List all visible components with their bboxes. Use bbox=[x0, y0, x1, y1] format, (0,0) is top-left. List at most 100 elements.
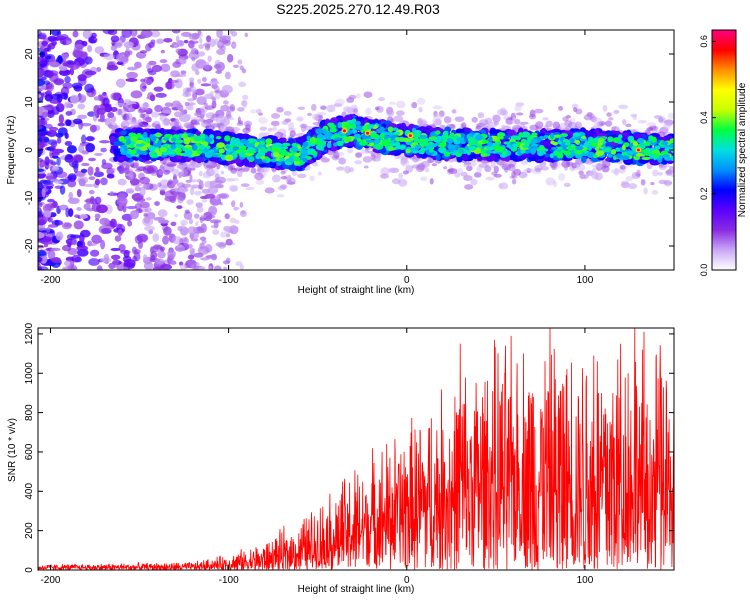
spectrogram-cell bbox=[38, 232, 45, 239]
spectrogram-cell bbox=[64, 140, 73, 147]
spectrogram-cell bbox=[152, 143, 162, 148]
spectrogram-cell bbox=[484, 150, 494, 154]
spectrogram-cell bbox=[646, 122, 657, 127]
spectrogram-cell bbox=[149, 94, 156, 102]
spectrogram-cell bbox=[201, 198, 208, 203]
spectrogram-cell bbox=[404, 138, 412, 143]
spectrogram-cell bbox=[405, 165, 414, 173]
spectrogram-cell bbox=[156, 38, 164, 44]
spectrogram-cell bbox=[443, 166, 448, 170]
spectrogram-cell bbox=[74, 214, 81, 218]
spectrogram-cell bbox=[144, 108, 152, 112]
spectrogram-cell bbox=[414, 144, 422, 149]
spectrogram-cell bbox=[625, 123, 632, 128]
spectrogram-cell bbox=[122, 115, 127, 121]
spectrogram-cell bbox=[365, 139, 375, 143]
spectrogram-cell bbox=[213, 167, 219, 175]
spectrogram-cell bbox=[216, 115, 226, 121]
spectrogram-cell bbox=[44, 93, 54, 102]
spectrogram-cell bbox=[185, 113, 192, 120]
spectrogram-cell bbox=[359, 150, 369, 155]
spectrogram-cell bbox=[246, 155, 254, 161]
spectrogram-cell bbox=[495, 140, 501, 146]
spectrogram-cell bbox=[100, 239, 106, 250]
spectrogram-cell bbox=[656, 136, 663, 141]
spectrogram-cell bbox=[477, 112, 485, 119]
spectrogram-cell bbox=[46, 71, 54, 78]
spectrogram-cell bbox=[48, 159, 53, 164]
spectrogram-cell bbox=[201, 77, 207, 82]
spectrogram-cell bbox=[80, 229, 91, 238]
spectrogram-cell bbox=[130, 30, 138, 37]
spectrogram-cell bbox=[66, 145, 77, 154]
spectrogram-cell bbox=[180, 237, 188, 243]
spectrogram-cell bbox=[38, 226, 47, 231]
spectrogram-cell bbox=[38, 202, 43, 208]
spectrogram-cell bbox=[185, 243, 193, 249]
spectrogram-cell bbox=[157, 251, 166, 259]
spectrogram-cell bbox=[200, 257, 210, 261]
spectrogram-cell bbox=[96, 265, 103, 270]
spectrogram-cell bbox=[55, 231, 64, 241]
spectrogram-cell bbox=[549, 153, 554, 159]
spectrogram-cell bbox=[195, 70, 200, 76]
spectrogram-cell bbox=[207, 265, 213, 270]
spectrogram-cell bbox=[243, 158, 250, 167]
spectrogram-cell bbox=[663, 135, 673, 141]
spectrogram-cell bbox=[179, 41, 183, 45]
spectrogram-cell bbox=[77, 103, 86, 110]
spectrogram-cell bbox=[47, 198, 55, 203]
spectrogram-cell bbox=[563, 162, 569, 171]
spectrogram-cell bbox=[163, 37, 173, 43]
spectrogram-cell bbox=[51, 151, 60, 156]
spectrogram-cell bbox=[219, 125, 227, 132]
spectrogram-cell bbox=[534, 167, 542, 173]
spectrogram-cell bbox=[380, 167, 391, 176]
spectrogram-cell bbox=[259, 126, 268, 131]
spectrogram-cell bbox=[230, 167, 238, 174]
spectrogram-cell bbox=[511, 178, 517, 185]
spectrogram-cell bbox=[291, 171, 298, 176]
spectrogram-cell bbox=[40, 117, 45, 121]
spectrogram-cell bbox=[219, 201, 223, 206]
spectrogram-cell bbox=[140, 30, 153, 38]
spectrogram-cell bbox=[540, 166, 549, 171]
spectrogram-cell bbox=[152, 244, 163, 250]
spectrogram-cell bbox=[506, 164, 516, 171]
spectrogram-cell bbox=[73, 220, 84, 230]
spectrogram-cell bbox=[125, 164, 130, 173]
spectrogram-cell bbox=[56, 31, 62, 37]
spectrogram-cell bbox=[221, 84, 233, 94]
spectrogram-cell bbox=[354, 120, 361, 126]
spectrogram-cell bbox=[307, 143, 316, 147]
spectrogram-cell bbox=[54, 180, 64, 184]
spectrogram-cell bbox=[419, 141, 428, 145]
spectrogram-cell bbox=[90, 249, 100, 257]
spectrogram-cell bbox=[650, 182, 655, 186]
spectrogram-cell bbox=[351, 118, 357, 123]
spectrogram-cell bbox=[54, 219, 60, 226]
spectrogram-cell bbox=[87, 166, 94, 176]
spectrogram-cell bbox=[65, 111, 73, 116]
spectrogram-cell bbox=[190, 167, 196, 171]
spectrogram-cell bbox=[204, 119, 213, 127]
spectrogram-cell bbox=[653, 115, 662, 119]
spectrogram-cell bbox=[43, 183, 55, 188]
spectrogram-cell bbox=[175, 154, 182, 160]
spectrogram-cell bbox=[229, 30, 233, 34]
spectrogram-cell bbox=[537, 150, 544, 157]
spectrogram-cell bbox=[121, 213, 133, 221]
spectrogram-cell bbox=[226, 233, 231, 238]
spectrogram-cell bbox=[198, 118, 205, 122]
spectrogram-cell bbox=[371, 156, 381, 162]
spectrogram-cell bbox=[417, 118, 428, 127]
spectrogram-cell bbox=[380, 132, 385, 139]
spectrogram-cell bbox=[142, 124, 152, 128]
spectrogram-cell bbox=[435, 135, 443, 140]
spectrogram-cell bbox=[273, 142, 283, 148]
spectrogram-cell bbox=[226, 53, 234, 63]
spectrogram-cell bbox=[439, 124, 446, 129]
spectrogram-cell bbox=[103, 253, 110, 262]
spectrogram-cell bbox=[144, 225, 156, 232]
spectrogram-cell bbox=[197, 30, 202, 36]
